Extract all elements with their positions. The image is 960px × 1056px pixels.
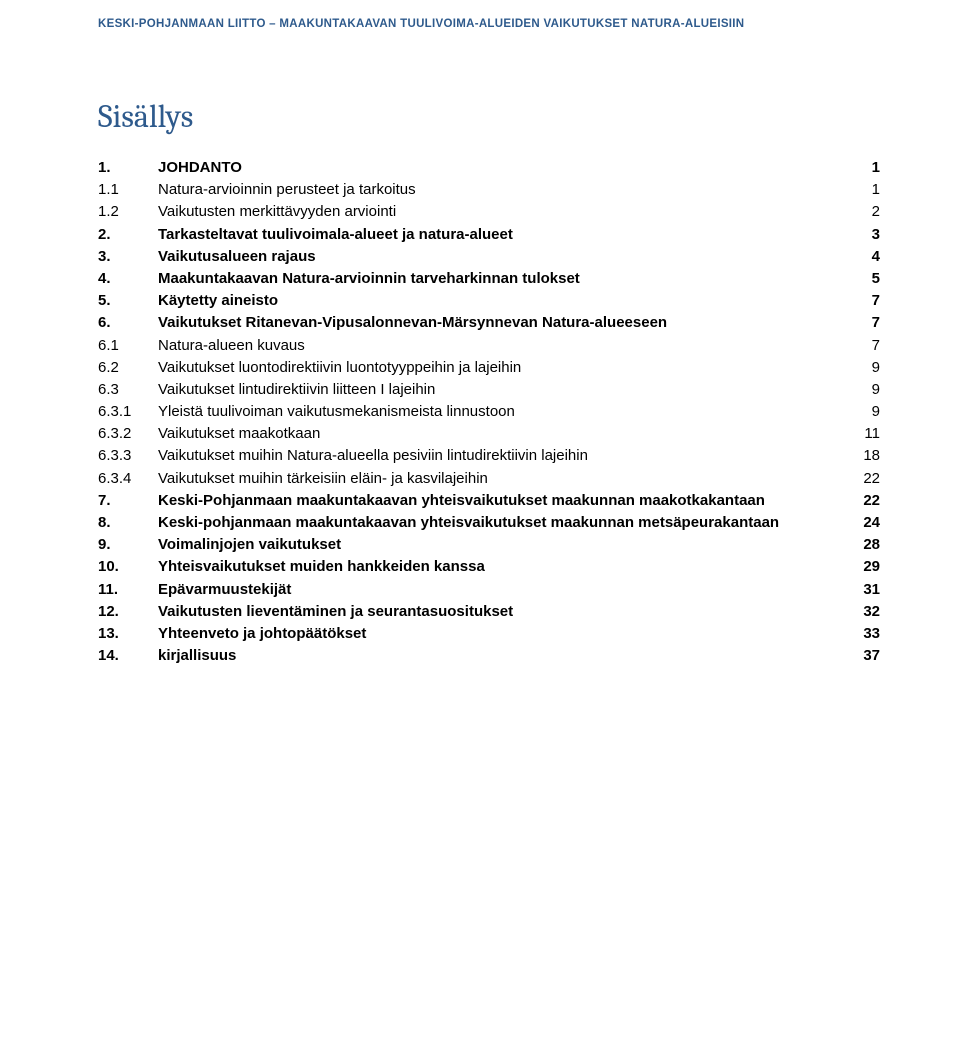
toc-label: Yhteenveto ja johtopäätökset: [158, 623, 846, 645]
toc-label: Käytetty aineisto: [158, 290, 846, 312]
toc-number: 13.: [98, 623, 158, 645]
page-title: Sisällys: [98, 98, 880, 135]
toc-page: 18: [846, 445, 880, 467]
toc-label: Vaikutukset lintudirektiivin liitteen I …: [158, 379, 846, 401]
toc-label: Vaikutukset maakotkaan: [158, 423, 846, 445]
toc-number: 5.: [98, 290, 158, 312]
toc-row: 12.Vaikutusten lieventäminen ja seuranta…: [98, 601, 880, 623]
toc-label: Tarkasteltavat tuulivoimala-alueet ja na…: [158, 224, 846, 246]
toc-row: 6.2Vaikutukset luontodirektiivin luontot…: [98, 357, 880, 379]
toc-label: JOHDANTO: [158, 157, 846, 179]
toc-page: 24: [846, 512, 880, 534]
toc-row: 6.3.2Vaikutukset maakotkaan11: [98, 423, 880, 445]
toc-number: 12.: [98, 601, 158, 623]
toc-number: 6.3: [98, 379, 158, 401]
toc-label: Yleistä tuulivoiman vaikutusmekanismeist…: [158, 401, 846, 423]
toc-number: 6.3.1: [98, 401, 158, 423]
toc-number: 11.: [98, 579, 158, 601]
toc-row: 5.Käytetty aineisto7: [98, 290, 880, 312]
toc-page: 1: [846, 179, 880, 201]
toc-page: 11: [846, 423, 880, 445]
toc-page: 9: [846, 357, 880, 379]
toc-row: 8.Keski-pohjanmaan maakuntakaavan yhteis…: [98, 512, 880, 534]
toc-page: 9: [846, 401, 880, 423]
toc-page: 29: [846, 556, 880, 578]
toc-number: 4.: [98, 268, 158, 290]
toc-page: 22: [846, 490, 880, 512]
toc-number: 1.1: [98, 179, 158, 201]
toc-number: 1.: [98, 157, 158, 179]
toc-page: 5: [846, 268, 880, 290]
toc-row: 9.Voimalinjojen vaikutukset28: [98, 534, 880, 556]
toc-number: 6.3.4: [98, 468, 158, 490]
toc-label: Epävarmuustekijät: [158, 579, 846, 601]
toc-label: Vaikutukset muihin tärkeisiin eläin- ja …: [158, 468, 846, 490]
toc-label: Vaikutukset muihin Natura-alueella pesiv…: [158, 445, 846, 467]
toc-page: 37: [846, 645, 880, 667]
toc-label: Voimalinjojen vaikutukset: [158, 534, 846, 556]
toc-page: 28: [846, 534, 880, 556]
toc-row: 6.Vaikutukset Ritanevan-Vipusalonnevan-M…: [98, 312, 880, 334]
toc-row: 3.Vaikutusalueen rajaus4: [98, 246, 880, 268]
toc-label: Yhteisvaikutukset muiden hankkeiden kans…: [158, 556, 846, 578]
toc-label: Natura-alueen kuvaus: [158, 335, 846, 357]
toc-row: 6.3.4Vaikutukset muihin tärkeisiin eläin…: [98, 468, 880, 490]
toc-page: 7: [846, 335, 880, 357]
toc-number: 10.: [98, 556, 158, 578]
toc-number: 6.: [98, 312, 158, 334]
toc-number: 3.: [98, 246, 158, 268]
toc-row: 11.Epävarmuustekijät31: [98, 579, 880, 601]
table-of-contents: 1.JOHDANTO11.1Natura-arvioinnin perustee…: [98, 157, 880, 667]
toc-label: Vaikutusalueen rajaus: [158, 246, 846, 268]
toc-label: Vaikutusten lieventäminen ja seurantasuo…: [158, 601, 846, 623]
toc-page: 9: [846, 379, 880, 401]
toc-label: Maakuntakaavan Natura-arvioinnin tarveha…: [158, 268, 846, 290]
toc-row: 6.3.3Vaikutukset muihin Natura-alueella …: [98, 445, 880, 467]
toc-row: 14.kirjallisuus37: [98, 645, 880, 667]
toc-number: 8.: [98, 512, 158, 534]
toc-page: 7: [846, 290, 880, 312]
toc-label: Vaikutusten merkittävyyden arviointi: [158, 201, 846, 223]
toc-number: 6.2: [98, 357, 158, 379]
toc-page: 7: [846, 312, 880, 334]
toc-row: 4.Maakuntakaavan Natura-arvioinnin tarve…: [98, 268, 880, 290]
toc-label: Keski-Pohjanmaan maakuntakaavan yhteisva…: [158, 490, 846, 512]
toc-label: Vaikutukset luontodirektiivin luontotyyp…: [158, 357, 846, 379]
document-header: KESKI-POHJANMAAN LIITTO – MAAKUNTAKAAVAN…: [98, 18, 880, 30]
toc-row: 7.Keski-Pohjanmaan maakuntakaavan yhteis…: [98, 490, 880, 512]
toc-page: 31: [846, 579, 880, 601]
toc-number: 6.3.2: [98, 423, 158, 445]
toc-page: 4: [846, 246, 880, 268]
toc-number: 7.: [98, 490, 158, 512]
toc-page: 33: [846, 623, 880, 645]
toc-label: Vaikutukset Ritanevan-Vipusalonnevan-Mär…: [158, 312, 846, 334]
toc-row: 6.1Natura-alueen kuvaus7: [98, 335, 880, 357]
toc-row: 6.3.1Yleistä tuulivoiman vaikutusmekanis…: [98, 401, 880, 423]
toc-label: kirjallisuus: [158, 645, 846, 667]
toc-number: 1.2: [98, 201, 158, 223]
toc-page: 3: [846, 224, 880, 246]
toc-page: 32: [846, 601, 880, 623]
toc-row: 1.1Natura-arvioinnin perusteet ja tarkoi…: [98, 179, 880, 201]
toc-page: 1: [846, 157, 880, 179]
toc-number: 9.: [98, 534, 158, 556]
toc-page: 22: [846, 468, 880, 490]
toc-number: 6.3.3: [98, 445, 158, 467]
toc-label: Keski-pohjanmaan maakuntakaavan yhteisva…: [158, 512, 846, 534]
toc-number: 6.1: [98, 335, 158, 357]
toc-page: 2: [846, 201, 880, 223]
toc-number: 2.: [98, 224, 158, 246]
toc-row: 13.Yhteenveto ja johtopäätökset33: [98, 623, 880, 645]
toc-row: 1.2Vaikutusten merkittävyyden arviointi2: [98, 201, 880, 223]
toc-row: 6.3Vaikutukset lintudirektiivin liitteen…: [98, 379, 880, 401]
toc-number: 14.: [98, 645, 158, 667]
toc-label: Natura-arvioinnin perusteet ja tarkoitus: [158, 179, 846, 201]
toc-row: 2.Tarkasteltavat tuulivoimala-alueet ja …: [98, 224, 880, 246]
toc-row: 10.Yhteisvaikutukset muiden hankkeiden k…: [98, 556, 880, 578]
toc-row: 1.JOHDANTO1: [98, 157, 880, 179]
